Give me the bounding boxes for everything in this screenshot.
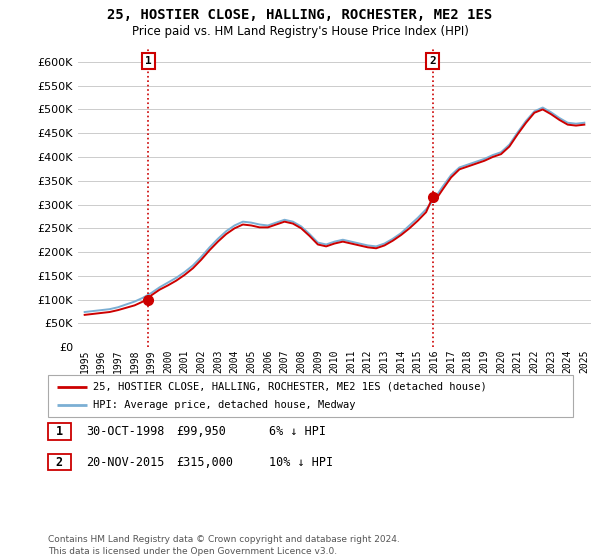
Text: Price paid vs. HM Land Registry's House Price Index (HPI): Price paid vs. HM Land Registry's House … (131, 25, 469, 38)
Text: 30-OCT-1998: 30-OCT-1998 (86, 424, 164, 438)
Text: 2: 2 (56, 455, 63, 469)
Text: 20-NOV-2015: 20-NOV-2015 (86, 455, 164, 469)
Text: 10% ↓ HPI: 10% ↓ HPI (269, 455, 333, 469)
Text: HPI: Average price, detached house, Medway: HPI: Average price, detached house, Medw… (93, 400, 355, 410)
Text: 1: 1 (56, 424, 63, 438)
Text: 6% ↓ HPI: 6% ↓ HPI (269, 424, 326, 438)
Text: £99,950: £99,950 (176, 424, 226, 438)
Text: 1: 1 (145, 56, 152, 66)
Text: 25, HOSTIER CLOSE, HALLING, ROCHESTER, ME2 1ES: 25, HOSTIER CLOSE, HALLING, ROCHESTER, M… (107, 8, 493, 22)
Text: 2: 2 (429, 56, 436, 66)
Text: £315,000: £315,000 (176, 455, 233, 469)
Text: This data is licensed under the Open Government Licence v3.0.: This data is licensed under the Open Gov… (48, 547, 337, 556)
Text: Contains HM Land Registry data © Crown copyright and database right 2024.: Contains HM Land Registry data © Crown c… (48, 535, 400, 544)
Text: 25, HOSTIER CLOSE, HALLING, ROCHESTER, ME2 1ES (detached house): 25, HOSTIER CLOSE, HALLING, ROCHESTER, M… (93, 382, 487, 392)
